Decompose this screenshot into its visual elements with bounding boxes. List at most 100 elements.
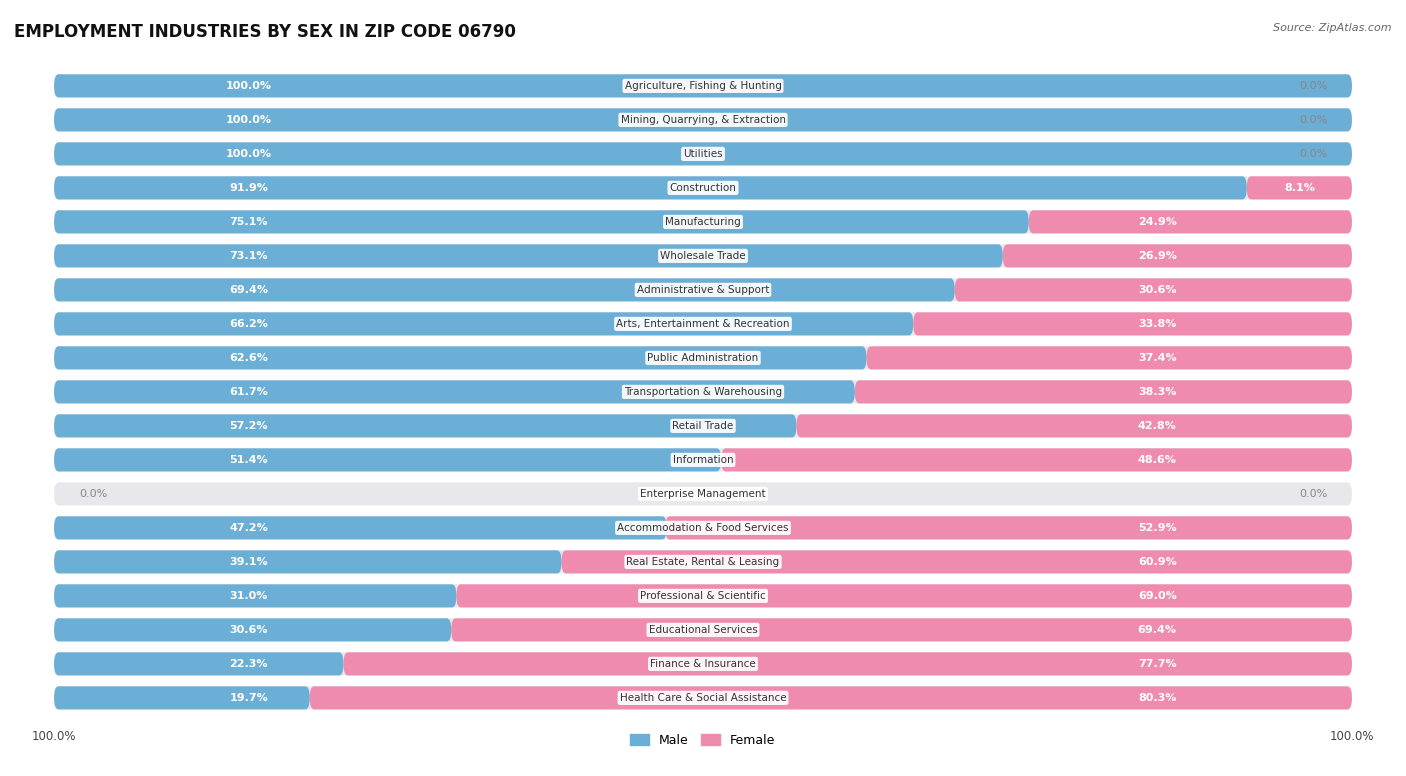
FancyBboxPatch shape [53, 550, 1353, 573]
FancyBboxPatch shape [53, 449, 721, 472]
FancyBboxPatch shape [53, 244, 1353, 268]
Text: 52.9%: 52.9% [1137, 523, 1177, 533]
FancyBboxPatch shape [53, 653, 1353, 675]
FancyBboxPatch shape [914, 312, 1353, 335]
Text: Information: Information [672, 455, 734, 465]
FancyBboxPatch shape [53, 142, 1353, 165]
Text: 30.6%: 30.6% [229, 625, 269, 635]
FancyBboxPatch shape [1002, 244, 1353, 268]
FancyBboxPatch shape [53, 244, 1002, 268]
Text: 100.0%: 100.0% [226, 81, 271, 91]
FancyBboxPatch shape [53, 279, 1353, 301]
Text: 51.4%: 51.4% [229, 455, 269, 465]
Text: 91.9%: 91.9% [229, 183, 269, 193]
Text: Enterprise Management: Enterprise Management [640, 489, 766, 499]
Text: 42.8%: 42.8% [1137, 421, 1177, 431]
Text: 0.0%: 0.0% [1299, 489, 1327, 499]
Text: Accommodation & Food Services: Accommodation & Food Services [617, 523, 789, 533]
Text: 31.0%: 31.0% [229, 591, 269, 601]
Text: Wholesale Trade: Wholesale Trade [661, 251, 745, 261]
Text: Manufacturing: Manufacturing [665, 217, 741, 227]
FancyBboxPatch shape [53, 686, 1353, 709]
Text: 22.3%: 22.3% [229, 659, 269, 669]
FancyBboxPatch shape [53, 380, 855, 404]
Text: 0.0%: 0.0% [1299, 149, 1327, 159]
FancyBboxPatch shape [665, 516, 1353, 539]
FancyBboxPatch shape [53, 210, 1029, 234]
FancyBboxPatch shape [53, 516, 1353, 539]
Text: 47.2%: 47.2% [229, 523, 269, 533]
FancyBboxPatch shape [53, 109, 1353, 131]
FancyBboxPatch shape [53, 279, 955, 301]
Text: Educational Services: Educational Services [648, 625, 758, 635]
Text: 80.3%: 80.3% [1137, 693, 1177, 703]
FancyBboxPatch shape [1029, 210, 1353, 234]
Text: 19.7%: 19.7% [229, 693, 269, 703]
FancyBboxPatch shape [866, 346, 1353, 369]
FancyBboxPatch shape [955, 279, 1353, 301]
Text: 39.1%: 39.1% [229, 557, 269, 567]
Text: EMPLOYMENT INDUSTRIES BY SEX IN ZIP CODE 06790: EMPLOYMENT INDUSTRIES BY SEX IN ZIP CODE… [14, 23, 516, 41]
Text: Professional & Scientific: Professional & Scientific [640, 591, 766, 601]
FancyBboxPatch shape [53, 618, 451, 642]
Text: Source: ZipAtlas.com: Source: ZipAtlas.com [1274, 23, 1392, 33]
Text: 62.6%: 62.6% [229, 353, 269, 363]
Text: 69.4%: 69.4% [229, 285, 269, 295]
Text: Agriculture, Fishing & Hunting: Agriculture, Fishing & Hunting [624, 81, 782, 91]
Text: 0.0%: 0.0% [79, 489, 107, 499]
Text: Utilities: Utilities [683, 149, 723, 159]
Text: Finance & Insurance: Finance & Insurance [650, 659, 756, 669]
FancyBboxPatch shape [53, 483, 1353, 505]
FancyBboxPatch shape [561, 550, 1353, 573]
Text: Transportation & Warehousing: Transportation & Warehousing [624, 387, 782, 397]
FancyBboxPatch shape [53, 210, 1353, 234]
Text: 66.2%: 66.2% [229, 319, 269, 329]
Text: 0.0%: 0.0% [1299, 81, 1327, 91]
FancyBboxPatch shape [53, 74, 1353, 98]
Legend: Male, Female: Male, Female [626, 729, 780, 752]
Text: Health Care & Social Assistance: Health Care & Social Assistance [620, 693, 786, 703]
Text: Administrative & Support: Administrative & Support [637, 285, 769, 295]
Text: Mining, Quarrying, & Extraction: Mining, Quarrying, & Extraction [620, 115, 786, 125]
FancyBboxPatch shape [53, 74, 1353, 98]
Text: 69.0%: 69.0% [1137, 591, 1177, 601]
FancyBboxPatch shape [451, 618, 1353, 642]
Text: 48.6%: 48.6% [1137, 455, 1177, 465]
Text: 37.4%: 37.4% [1137, 353, 1177, 363]
FancyBboxPatch shape [53, 312, 1353, 335]
FancyBboxPatch shape [53, 414, 796, 438]
Text: Construction: Construction [669, 183, 737, 193]
FancyBboxPatch shape [53, 312, 914, 335]
Text: 100.0%: 100.0% [226, 149, 271, 159]
FancyBboxPatch shape [53, 686, 309, 709]
Text: 30.6%: 30.6% [1137, 285, 1177, 295]
Text: 24.9%: 24.9% [1137, 217, 1177, 227]
FancyBboxPatch shape [53, 618, 1353, 642]
Text: Arts, Entertainment & Recreation: Arts, Entertainment & Recreation [616, 319, 790, 329]
FancyBboxPatch shape [53, 109, 1353, 131]
FancyBboxPatch shape [1247, 176, 1353, 199]
FancyBboxPatch shape [53, 346, 1353, 369]
FancyBboxPatch shape [53, 176, 1247, 199]
FancyBboxPatch shape [53, 584, 1353, 608]
Text: 57.2%: 57.2% [229, 421, 269, 431]
FancyBboxPatch shape [53, 550, 561, 573]
FancyBboxPatch shape [53, 653, 343, 675]
Text: Real Estate, Rental & Leasing: Real Estate, Rental & Leasing [627, 557, 779, 567]
Text: 38.3%: 38.3% [1137, 387, 1177, 397]
FancyBboxPatch shape [53, 414, 1353, 438]
Text: 100.0%: 100.0% [226, 115, 271, 125]
FancyBboxPatch shape [796, 414, 1353, 438]
FancyBboxPatch shape [457, 584, 1353, 608]
Text: 77.7%: 77.7% [1137, 659, 1177, 669]
FancyBboxPatch shape [309, 686, 1353, 709]
FancyBboxPatch shape [721, 449, 1353, 472]
Text: 73.1%: 73.1% [229, 251, 269, 261]
Text: 26.9%: 26.9% [1137, 251, 1177, 261]
FancyBboxPatch shape [855, 380, 1353, 404]
Text: 60.9%: 60.9% [1137, 557, 1177, 567]
Text: 33.8%: 33.8% [1137, 319, 1177, 329]
FancyBboxPatch shape [53, 176, 1353, 199]
Text: 75.1%: 75.1% [229, 217, 269, 227]
FancyBboxPatch shape [53, 449, 1353, 472]
